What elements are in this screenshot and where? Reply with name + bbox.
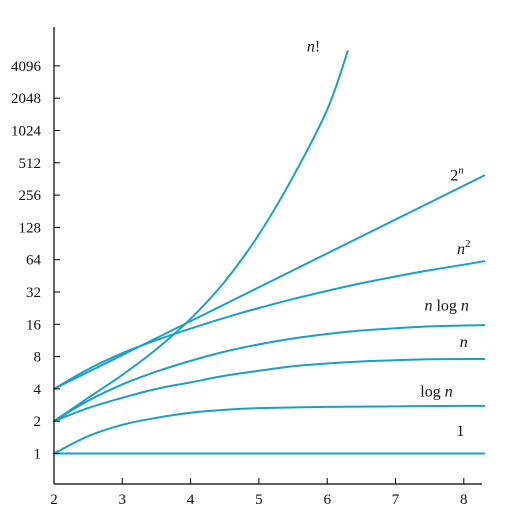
series-line-n-log-n: [53, 324, 486, 423]
y-tick-label: 4096: [11, 59, 42, 75]
series-line-log-n: [53, 404, 486, 455]
series-label-1: 1: [456, 423, 464, 440]
series-label-n: n: [460, 334, 468, 351]
series-line-n-factorial: [53, 50, 349, 423]
y-tick-label: 4: [34, 382, 42, 398]
x-tick-label: 4: [187, 492, 195, 508]
axes-layer: [53, 27, 482, 485]
series-line-n: [53, 357, 486, 423]
y-tick-label: 1: [34, 447, 42, 463]
y-tick-label: 32: [26, 285, 41, 301]
y-tick-label: 1024: [11, 124, 42, 140]
x-tick-label: 3: [119, 492, 127, 508]
x-tick-label: 2: [50, 492, 58, 508]
curves-layer: [53, 50, 486, 455]
x-tick-label: 7: [392, 492, 400, 508]
series-label-2-pow-n: 2n: [450, 165, 464, 185]
y-tick-label: 128: [19, 220, 42, 236]
x-tick-label: 5: [255, 492, 263, 508]
ticks-layer: 1 2 4 8 16 32 64 128 256 512 1024 2048 4096 2 3 4 5 6 7 8: [11, 59, 468, 508]
y-tick-label: 16: [26, 317, 42, 333]
series-label-n-factorial: n!: [307, 38, 320, 55]
curve-labels-layer: 1 log n n n log n n2 2n n!: [307, 38, 471, 440]
y-tick-label: 2048: [11, 91, 41, 107]
y-tick-label: 64: [26, 253, 42, 269]
series-label-n-log-n: n log n: [424, 298, 468, 315]
y-tick-label: 8: [34, 350, 42, 366]
series-line-2-pow-n: [53, 174, 486, 390]
x-tick-label: 6: [323, 492, 331, 508]
y-tick-label: 512: [19, 156, 42, 172]
series-label-n-squared: n2: [457, 238, 471, 258]
y-tick-label: 256: [19, 188, 42, 204]
x-tick-label: 8: [460, 492, 468, 508]
y-tick-label: 2: [34, 414, 42, 430]
series-label-log-n: log n: [420, 384, 452, 401]
series-line-n-squared: [53, 260, 486, 390]
